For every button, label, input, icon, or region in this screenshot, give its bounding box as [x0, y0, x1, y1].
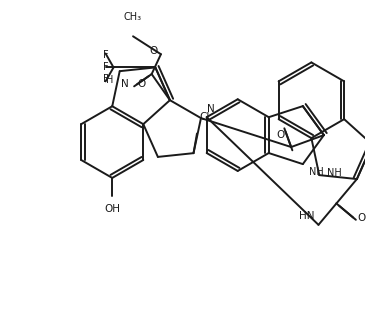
- Text: CH₃: CH₃: [124, 12, 142, 22]
- Text: Cl: Cl: [199, 112, 209, 122]
- Text: F: F: [103, 74, 109, 84]
- Text: NH: NH: [309, 167, 324, 177]
- Text: O: O: [138, 79, 146, 89]
- Text: N: N: [121, 79, 128, 89]
- Text: F: F: [103, 62, 109, 72]
- Text: HN: HN: [299, 211, 314, 221]
- Text: F: F: [103, 51, 109, 60]
- Text: OH: OH: [104, 204, 120, 214]
- Text: NH: NH: [327, 168, 342, 178]
- Text: O: O: [276, 130, 284, 140]
- Text: N: N: [207, 104, 215, 114]
- Text: O: O: [150, 46, 158, 56]
- Text: O: O: [357, 212, 365, 222]
- Text: H: H: [107, 75, 114, 85]
